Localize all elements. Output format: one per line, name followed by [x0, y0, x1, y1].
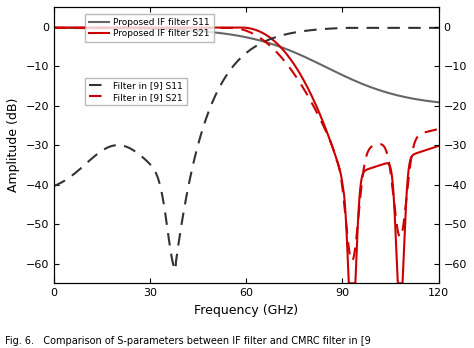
Filter in [9] S11	[405, 26, 411, 30]
Filter in [9] S11	[424, 26, 430, 30]
Filter in [9] S21	[234, 26, 239, 30]
X-axis label: Frequency (GHz): Frequency (GHz)	[194, 304, 298, 317]
Filter in [9] S21	[216, 26, 221, 30]
Proposed IF filter S21	[424, 148, 430, 152]
Proposed IF filter S21	[51, 25, 57, 30]
Filter in [9] S11	[213, 93, 219, 97]
Filter in [9] S21	[424, 130, 430, 134]
Filter in [9] S11	[234, 60, 240, 64]
Proposed IF filter S21	[346, 281, 352, 285]
Filter in [9] S21	[51, 26, 57, 30]
Line: Proposed IF filter S11: Proposed IF filter S11	[54, 28, 439, 102]
Legend: Filter in [9] S11, Filter in [9] S21: Filter in [9] S11, Filter in [9] S21	[85, 78, 187, 105]
Proposed IF filter S11	[330, 69, 336, 73]
Proposed IF filter S21	[234, 25, 239, 30]
Proposed IF filter S11	[234, 33, 239, 38]
Filter in [9] S11	[51, 184, 57, 188]
Filter in [9] S11	[216, 87, 221, 91]
Proposed IF filter S21	[213, 25, 219, 30]
Line: Filter in [9] S21: Filter in [9] S21	[54, 28, 439, 261]
Proposed IF filter S21	[405, 175, 410, 180]
Line: Filter in [9] S11: Filter in [9] S11	[54, 28, 439, 270]
Filter in [9] S21	[330, 148, 336, 152]
Line: Proposed IF filter S21: Proposed IF filter S21	[54, 27, 439, 283]
Y-axis label: Amplitude (dB): Amplitude (dB)	[7, 98, 20, 192]
Proposed IF filter S21	[436, 144, 442, 148]
Filter in [9] S21	[349, 259, 355, 263]
Filter in [9] S11	[331, 26, 337, 31]
Proposed IF filter S11	[216, 31, 221, 35]
Proposed IF filter S11	[405, 96, 410, 100]
Proposed IF filter S21	[216, 25, 221, 30]
Proposed IF filter S21	[330, 148, 336, 152]
Proposed IF filter S11	[213, 30, 219, 34]
Text: Fig. 6.   Comparison of S-parameters between IF filter and CMRC filter in [9: Fig. 6. Comparison of S-parameters betwe…	[5, 336, 371, 346]
Filter in [9] S21	[213, 26, 219, 30]
Filter in [9] S21	[436, 127, 442, 131]
Filter in [9] S11	[343, 26, 348, 30]
Filter in [9] S21	[405, 183, 410, 188]
Filter in [9] S11	[173, 268, 179, 272]
Proposed IF filter S11	[424, 99, 430, 103]
Proposed IF filter S11	[51, 26, 57, 30]
Proposed IF filter S11	[436, 100, 442, 104]
Filter in [9] S11	[436, 26, 442, 30]
